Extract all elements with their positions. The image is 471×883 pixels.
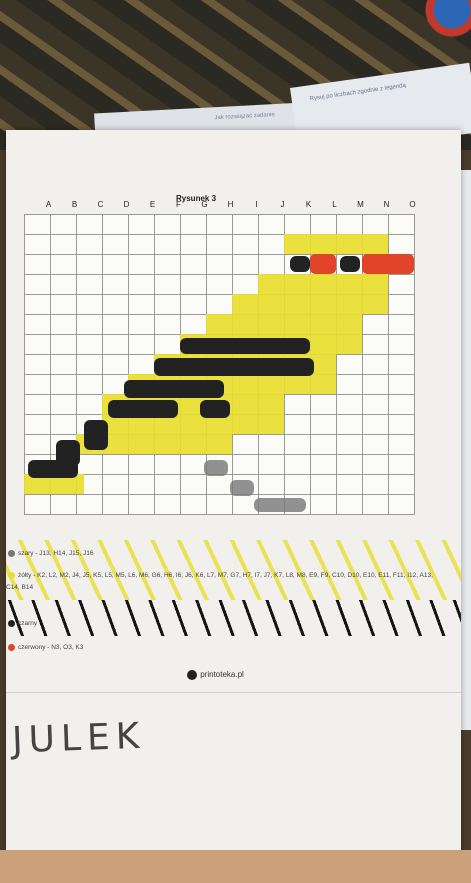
- column-label: E: [149, 200, 156, 209]
- colored-cell-black: [200, 400, 230, 418]
- colored-cell-red: [362, 254, 414, 274]
- red-swatch-icon: [8, 643, 15, 651]
- column-label: N: [383, 200, 390, 209]
- colored-cell-black: [154, 358, 314, 376]
- footer-brand: printoteka.pl: [186, 670, 244, 680]
- column-label: K: [305, 200, 312, 209]
- brand-logo-icon: [187, 670, 197, 680]
- column-label: D: [123, 200, 130, 209]
- column-label: C: [97, 200, 104, 209]
- legend-red-text: czerwony - N3, O3, K3: [18, 644, 84, 651]
- column-label: I: [255, 200, 258, 209]
- colored-cell-black: [340, 256, 360, 272]
- colored-cell-yellow: [24, 474, 84, 494]
- column-label: L: [332, 200, 337, 209]
- black-swatch-icon: [8, 619, 15, 627]
- colored-cell-yellow: [76, 434, 232, 454]
- colored-cell-yellow: [258, 274, 388, 294]
- colored-cell-grey: [254, 498, 306, 512]
- legend-grey-text: szary - J13, H14, J15, J16: [18, 550, 94, 557]
- column-label: F: [176, 200, 181, 209]
- column-label: M: [357, 200, 364, 209]
- divider: [6, 692, 461, 693]
- worksheet-title: Rysunek 3: [176, 194, 217, 203]
- legend-red: czerwony - N3, O3, K3: [6, 642, 461, 654]
- object-corner: [412, 0, 471, 40]
- worksheet: Rysunek 3 A B C D E F G H I J K L M N O …: [6, 130, 461, 852]
- colored-cell-black: [180, 338, 310, 354]
- black-scribbles: [6, 600, 461, 636]
- yellow-scribbles: [6, 540, 461, 600]
- legend-yellow: żółty - K2, L2, M2, J4, J5, K5, L5, M5, …: [6, 570, 446, 594]
- colored-cell-black: [28, 460, 78, 478]
- colored-cell-grey: [230, 480, 254, 496]
- legend-grey: szary - J13, H14, J15, J16: [6, 548, 461, 560]
- table-surface: [0, 850, 471, 883]
- colored-cell-red: [310, 254, 336, 274]
- colored-cell-black: [108, 400, 178, 418]
- yellow-swatch-icon: [8, 571, 15, 579]
- column-label: B: [71, 200, 78, 209]
- column-label: A: [45, 200, 52, 209]
- colored-cell-yellow: [284, 234, 388, 254]
- colored-cell-yellow: [102, 414, 284, 434]
- column-label: G: [201, 200, 208, 209]
- colored-cell-grey: [204, 460, 228, 476]
- grey-swatch-icon: [8, 549, 15, 557]
- column-label: H: [227, 200, 234, 209]
- colored-cell-black: [290, 256, 310, 272]
- handwritten-name: JULEK: [11, 715, 147, 762]
- colored-cell-yellow: [206, 314, 362, 334]
- pixel-grid: [24, 214, 415, 515]
- legend-yellow-text: żółty - K2, L2, M2, J4, J5, K5, L5, M5, …: [6, 572, 433, 591]
- legend-black-text: czarny: [18, 620, 38, 627]
- column-label: J: [280, 200, 285, 209]
- column-label: O: [409, 200, 416, 209]
- colored-cell-black: [84, 420, 108, 450]
- legend-black: czarny: [6, 618, 461, 630]
- footer-brand-text: printoteka.pl: [200, 670, 244, 680]
- colored-cell-black: [124, 380, 224, 398]
- workbook-left-text: Jak rozwiązać zadanie: [214, 112, 275, 122]
- colored-cell-yellow: [232, 294, 388, 314]
